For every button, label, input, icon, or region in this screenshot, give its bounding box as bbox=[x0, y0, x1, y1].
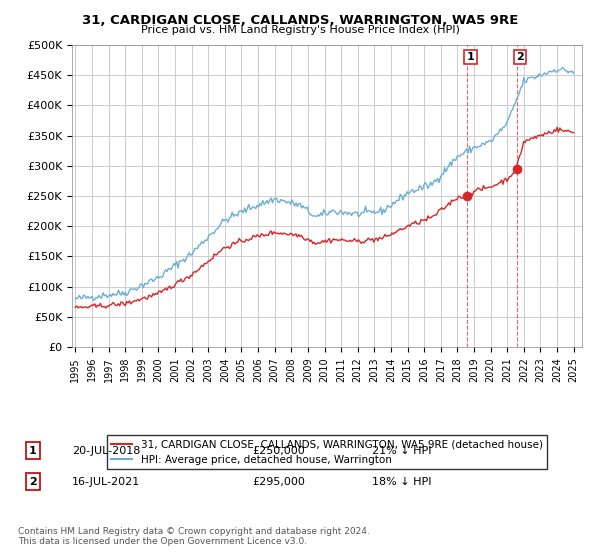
Text: 2: 2 bbox=[29, 477, 37, 487]
Text: 16-JUL-2021: 16-JUL-2021 bbox=[72, 477, 140, 487]
Text: 21% ↓ HPI: 21% ↓ HPI bbox=[372, 446, 431, 456]
Text: 2: 2 bbox=[517, 52, 524, 62]
Text: 18% ↓ HPI: 18% ↓ HPI bbox=[372, 477, 431, 487]
Text: 1: 1 bbox=[29, 446, 37, 456]
Text: £295,000: £295,000 bbox=[252, 477, 305, 487]
Text: £250,000: £250,000 bbox=[252, 446, 305, 456]
Legend: 31, CARDIGAN CLOSE, CALLANDS, WARRINGTON, WA5 9RE (detached house), HPI: Average: 31, CARDIGAN CLOSE, CALLANDS, WARRINGTON… bbox=[107, 436, 547, 469]
Text: 1: 1 bbox=[467, 52, 474, 62]
Text: Contains HM Land Registry data © Crown copyright and database right 2024.
This d: Contains HM Land Registry data © Crown c… bbox=[18, 526, 370, 546]
Text: Price paid vs. HM Land Registry's House Price Index (HPI): Price paid vs. HM Land Registry's House … bbox=[140, 25, 460, 35]
Text: 20-JUL-2018: 20-JUL-2018 bbox=[72, 446, 140, 456]
Text: 31, CARDIGAN CLOSE, CALLANDS, WARRINGTON, WA5 9RE: 31, CARDIGAN CLOSE, CALLANDS, WARRINGTON… bbox=[82, 14, 518, 27]
